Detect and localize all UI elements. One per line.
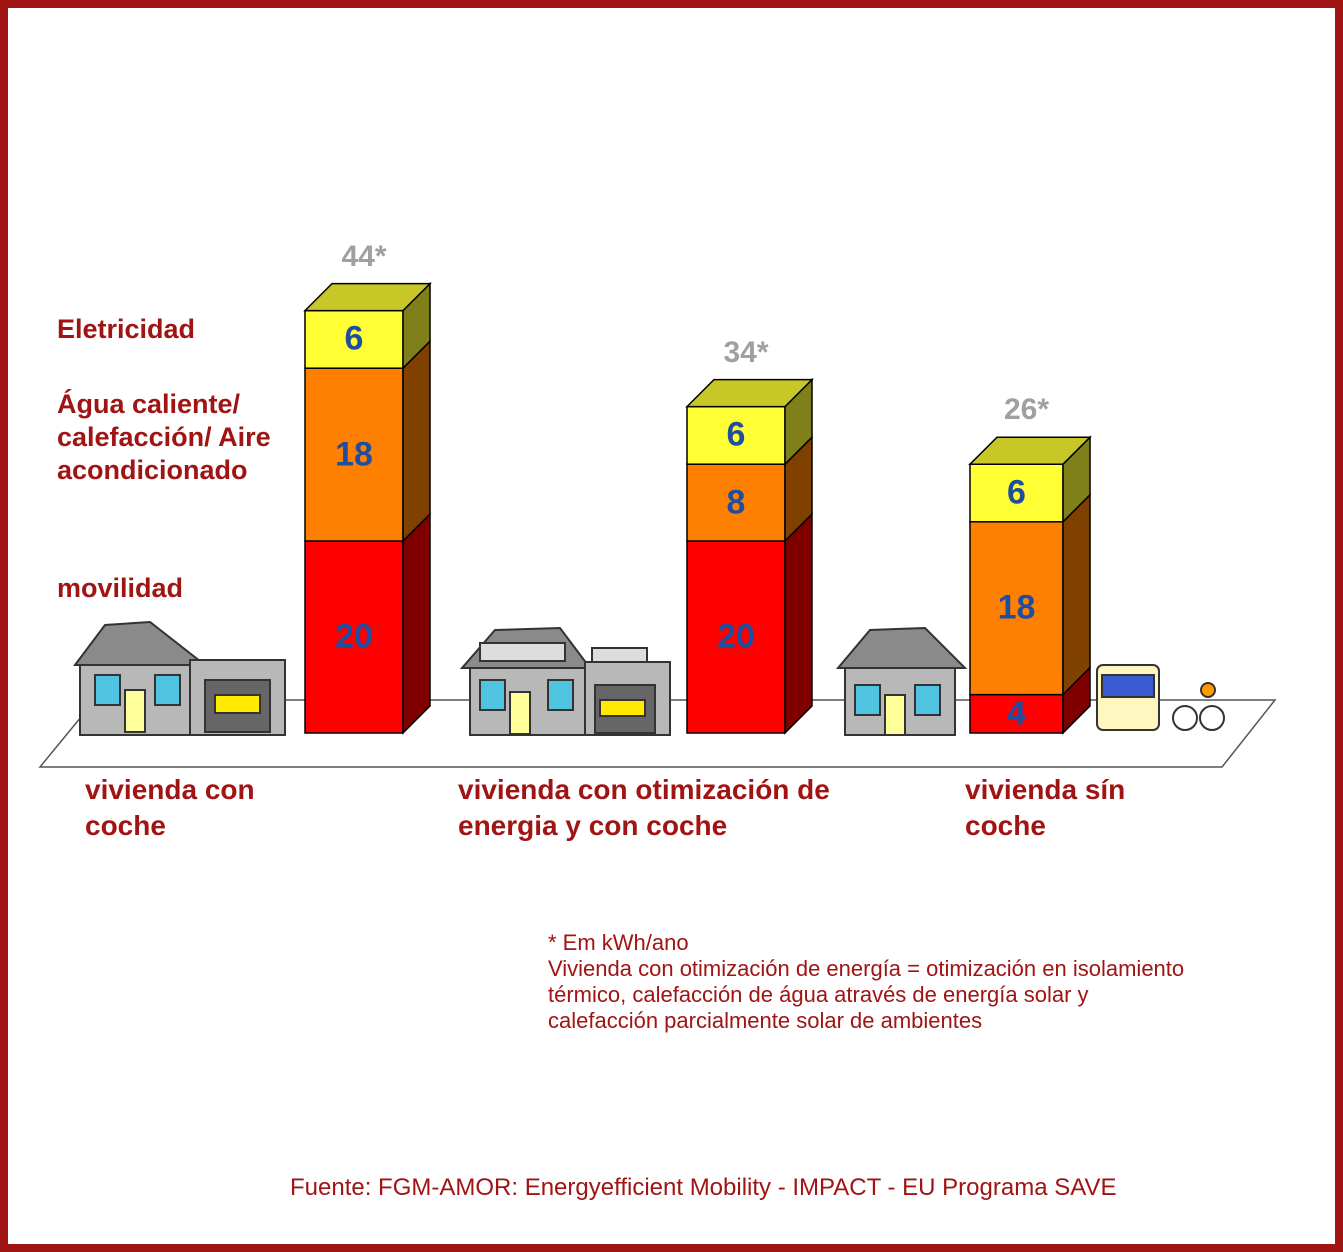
bar-side bbox=[403, 514, 430, 733]
category-label: vivienda con otimización de energia y co… bbox=[458, 772, 868, 844]
legend-label: Água caliente/ calefacción/ Aire acondic… bbox=[57, 388, 307, 487]
bar-segment bbox=[687, 380, 812, 465]
value-label: 6 bbox=[727, 416, 746, 455]
bar-side bbox=[403, 341, 430, 541]
bar-segment bbox=[305, 284, 430, 369]
note-line: calefacción parcialmente solar de ambien… bbox=[548, 1008, 982, 1034]
note-line: * Em kWh/ano bbox=[548, 930, 689, 956]
category-label: vivienda con coche bbox=[85, 772, 285, 844]
value-label: 6 bbox=[345, 320, 364, 359]
note-line: Vivienda con otimización de energía = ot… bbox=[548, 956, 1184, 982]
total-label: 34* bbox=[723, 336, 768, 370]
value-label: 18 bbox=[998, 589, 1036, 628]
bar-side bbox=[1063, 495, 1090, 695]
source: Fuente: FGM-AMOR: Energyefficient Mobili… bbox=[290, 1174, 1116, 1202]
value-label: 18 bbox=[335, 435, 373, 474]
note-line: térmico, calefacción de água através de … bbox=[548, 982, 1089, 1008]
total-label: 44* bbox=[341, 240, 386, 274]
value-label: 6 bbox=[1007, 474, 1026, 513]
bar-segment bbox=[970, 437, 1090, 522]
legend-label: Eletricidad bbox=[57, 313, 307, 346]
bar-side bbox=[785, 514, 812, 733]
legend-label: movilidad bbox=[57, 572, 307, 605]
page: {"chart_data": {"type": "bar", "stacked"… bbox=[0, 0, 1343, 1252]
value-label: 8 bbox=[727, 483, 746, 522]
value-label: 4 bbox=[1007, 694, 1026, 733]
value-label: 20 bbox=[717, 618, 755, 657]
category-label: vivienda sín coche bbox=[965, 772, 1165, 844]
total-label: 26* bbox=[1004, 393, 1049, 427]
value-label: 20 bbox=[335, 618, 373, 657]
chart bbox=[0, 0, 1343, 1252]
